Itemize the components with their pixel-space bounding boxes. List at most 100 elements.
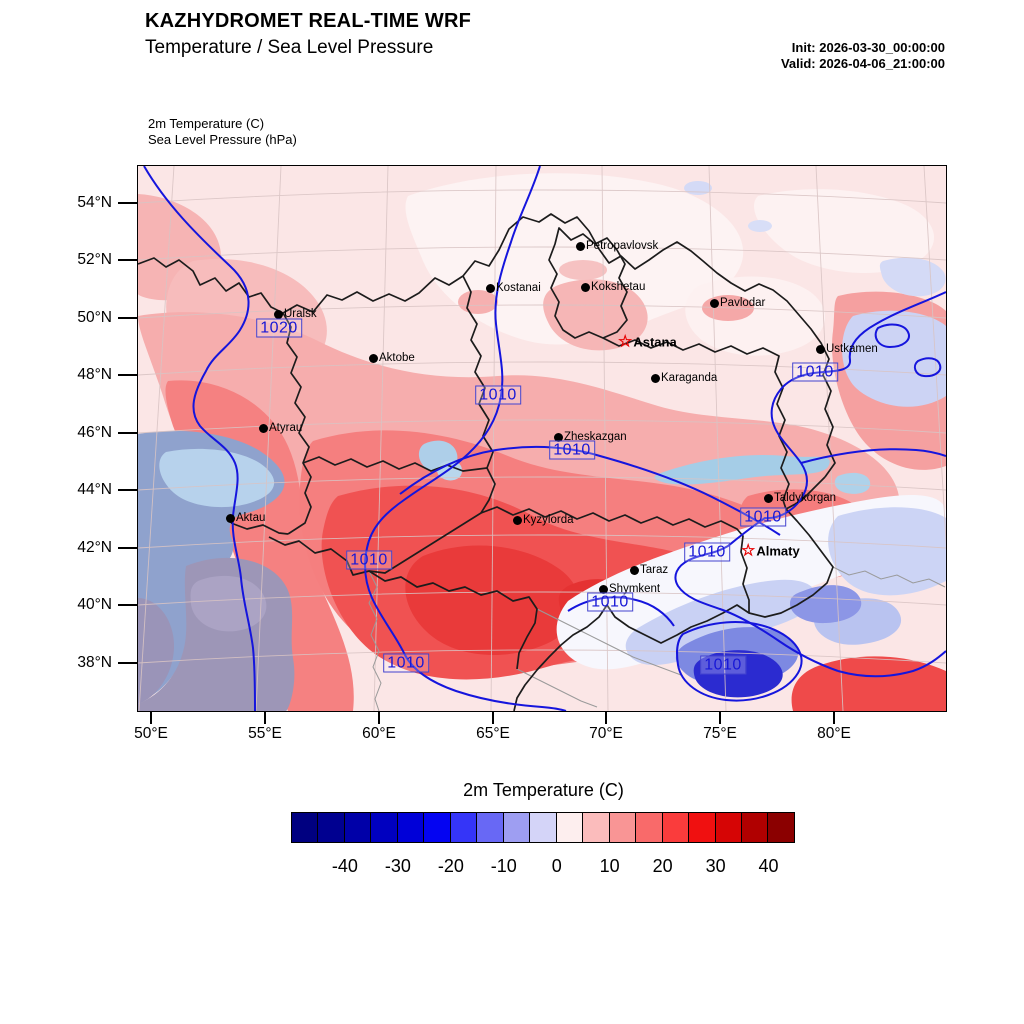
dot-marker-icon: [259, 423, 268, 433]
y-axis-tick: [118, 604, 137, 606]
y-axis-tick: [118, 489, 137, 491]
city-label: Petropavlovsk: [586, 240, 659, 252]
colorbar-tick-label: -40: [331, 856, 358, 876]
y-axis-tick: [118, 259, 137, 261]
dot-marker-icon: [599, 584, 608, 594]
city-label: Aktau: [236, 512, 266, 524]
pressure-label: 1010: [684, 542, 730, 562]
city-atyrau: Atyrau: [259, 422, 302, 434]
colorbar-cell: [767, 812, 795, 843]
field-labels: 2m Temperature (C) Sea Level Pressure (h…: [148, 116, 297, 148]
city-kokshetau: Kokshetau: [581, 281, 645, 293]
star-marker-icon: ☆: [741, 542, 756, 559]
city-ustkamen: Ustkamen: [816, 343, 878, 355]
x-axis-tick: [264, 712, 266, 724]
colorbar-cell: [688, 812, 716, 843]
city-almaty: ☆ Almaty: [741, 542, 800, 559]
pressure-label: 1010: [740, 507, 786, 527]
dot-marker-icon: [274, 309, 283, 319]
page-title: KAZHYDROMET REAL-TIME WRF: [145, 10, 472, 32]
colorbar-cell: [740, 812, 769, 843]
colorbar-tick-label: -10: [490, 856, 517, 876]
x-axis-tick: [833, 712, 835, 724]
dot-marker-icon: [816, 344, 825, 354]
city-aktau: Aktau: [226, 512, 265, 524]
x-axis-tick: [378, 712, 380, 724]
city-taraz: Taraz: [630, 564, 668, 576]
city-label: Taldykorgan: [774, 492, 837, 504]
colorbar-cell: [608, 812, 637, 843]
star-marker-icon: ☆: [618, 333, 633, 350]
colorbar-tick-label: 40: [758, 856, 779, 876]
colorbar-cell: [370, 812, 398, 843]
colorbar-tick-label: -30: [384, 856, 411, 876]
colorbar-tick-label: 20: [652, 856, 673, 876]
dot-marker-icon: [581, 282, 590, 292]
y-axis-label: 42°N: [77, 539, 112, 556]
city-label: Karaganda: [661, 372, 718, 384]
y-axis-label: 40°N: [77, 596, 112, 613]
colorbar-cell: [502, 812, 531, 843]
y-axis-tick: [118, 202, 137, 204]
x-axis-label: 55°E: [248, 725, 282, 742]
city-karaganda: Karaganda: [651, 372, 717, 384]
y-axis-tick: [118, 374, 137, 376]
city-shymkent: Shymkent: [599, 583, 660, 595]
city-label: Ustkamen: [826, 343, 878, 355]
colorbar-cell: [343, 812, 372, 843]
y-axis-label: 52°N: [77, 251, 112, 268]
x-axis-tick: [719, 712, 721, 724]
x-axis-tick: [150, 712, 152, 724]
x-axis-tick: [492, 712, 494, 724]
dot-marker-icon: [486, 283, 495, 293]
colorbar-cell: [317, 812, 345, 843]
city-label: Atyrau: [269, 422, 303, 434]
city-label: Taraz: [640, 564, 669, 576]
colorbar-cell: [476, 812, 504, 843]
pressure-label: 1010: [587, 592, 633, 612]
colorbar-ticks: -40 -30 -20 -10 0 10 20 30 40: [292, 856, 795, 880]
city-petropavlovsk: Petropavlovsk: [576, 240, 658, 252]
dot-marker-icon: [226, 513, 235, 523]
dot-marker-icon: [630, 565, 639, 575]
city-kyzylorda: Kyzylorda: [513, 514, 574, 526]
y-axis-label: 46°N: [77, 424, 112, 441]
y-axis-label: 50°N: [77, 309, 112, 326]
pressure-label: 1010: [700, 655, 746, 675]
city-label: Shymkent: [609, 583, 661, 595]
city-uralsk: Uralsk: [274, 308, 317, 320]
pressure-label: 1010: [383, 653, 429, 673]
colorbar-tick-label: 30: [705, 856, 726, 876]
dot-marker-icon: [651, 373, 660, 383]
city-label: Pavlodar: [720, 297, 766, 309]
colorbar-cell: [449, 812, 478, 843]
colorbar-cell: [661, 812, 690, 843]
y-axis-tick: [118, 317, 137, 319]
dot-marker-icon: [710, 298, 719, 308]
city-label: Aktobe: [379, 352, 415, 364]
map-frame: Petropavlovsk Kostanai Kokshetau Pavlodar Ur…: [77, 165, 947, 742]
x-axis-label: 75°E: [703, 725, 737, 742]
colorbar-title: 2m Temperature (C): [463, 780, 624, 800]
colorbar-cell: [714, 812, 742, 843]
x-axis-label: 60°E: [362, 725, 396, 742]
colorbar-tick-label: 0: [551, 856, 562, 876]
colorbar-cell: [291, 812, 319, 843]
page-subtitle: Temperature / Sea Level Pressure: [145, 37, 434, 58]
pressure-label: 1010: [346, 550, 392, 570]
colorbar-tick-label: -20: [437, 856, 464, 876]
x-axis-label: 65°E: [476, 725, 510, 742]
pressure-label: 1010: [792, 362, 838, 382]
city-astana: ☆ Astana: [618, 333, 677, 350]
valid-time: Valid: 2026-04-06_21:00:00: [780, 56, 945, 71]
city-zheskazgan: Zheskazgan: [554, 431, 627, 443]
city-label: Uralsk: [284, 308, 317, 320]
y-axis-tick: [118, 662, 137, 664]
colorbar: [291, 812, 795, 843]
x-axis-label: 70°E: [589, 725, 623, 742]
run-info: Init: 2026-03-30_00:00:00 Valid: 2026-04…: [645, 40, 945, 72]
field-label-pressure: Sea Level Pressure (hPa): [148, 132, 297, 147]
colorbar-cell: [423, 812, 451, 843]
colorbar-cell: [635, 812, 663, 843]
y-axis-label: 38°N: [77, 654, 112, 671]
